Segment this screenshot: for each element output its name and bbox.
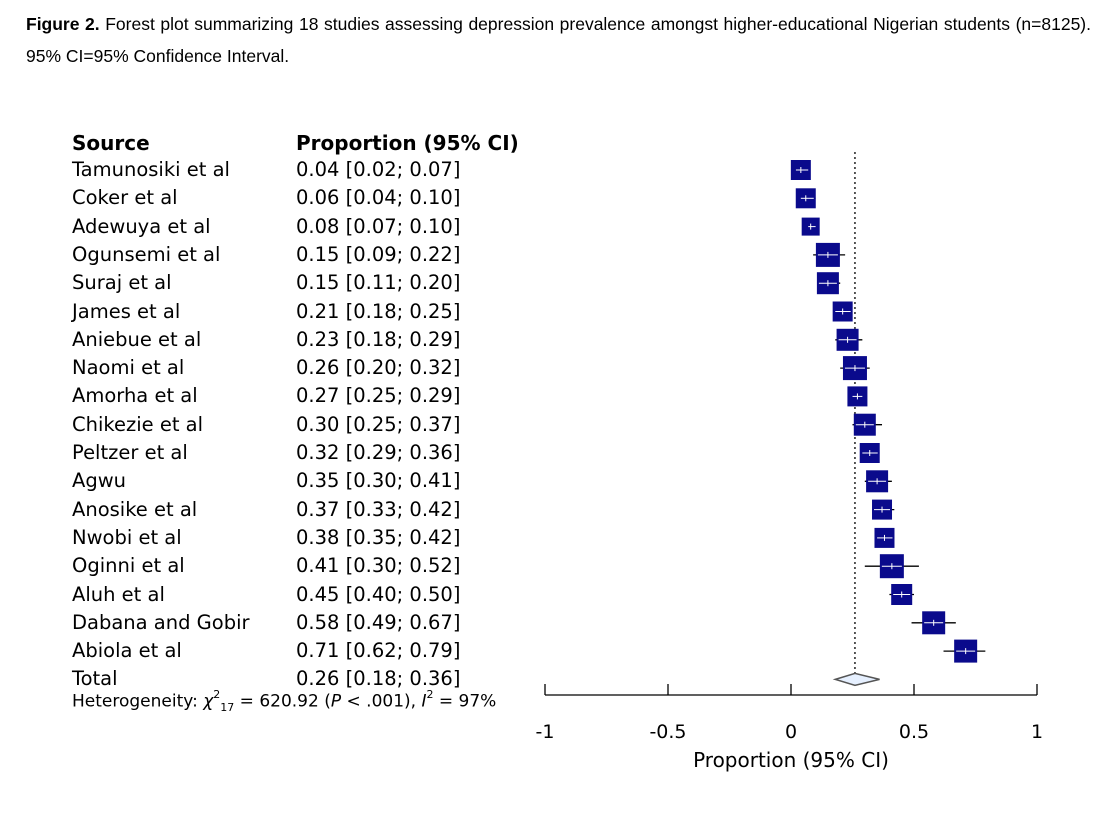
study-ci-label: 0.41 [0.30; 0.52] [296,554,461,578]
study-source-label: Aniebue et al [72,327,202,351]
study-source-label: Oginni et al [72,554,185,578]
x-axis-tick-label: -0.5 [649,721,686,743]
heterogeneity-prefix: Heterogeneity: [72,691,204,712]
study-ci-label: 0.04 [0.02; 0.07] [296,158,461,181]
study-source-label: Peltzer et al [72,441,188,464]
study-ci-label: 0.15 [0.11; 0.20] [296,271,461,295]
chi-subscript: 17 [220,701,235,715]
study-source-label: Nwobi et al [72,525,182,549]
figure-caption-text: Forest plot summarizing 18 studies asses… [26,14,1091,66]
p-value: < .001), [341,691,422,712]
heterogeneity-statistics: Heterogeneity: χ217 = 620.92 (P < .001),… [72,688,497,715]
study-source-label: Ogunsemi et al [72,242,221,266]
study-ci-label: 0.23 [0.18; 0.29] [296,327,461,351]
study-ci-label: 0.45 [0.40; 0.50] [296,582,461,606]
study-source-label: Naomi et al [72,356,185,380]
chi-symbol: χ [203,691,214,712]
x-axis-title: Proportion (95% CI) [693,748,889,772]
i-squared-value: = 97% [433,691,497,712]
study-ci-label: 0.15 [0.09; 0.22] [296,242,461,266]
study-source-label: James et al [72,299,181,323]
chi-superscript: 2 [213,688,221,701]
study-source-label: Amorha et al [72,384,198,408]
study-ci-label: 0.27 [0.25; 0.29] [296,384,461,408]
study-ci-label: 0.58 [0.49; 0.67] [296,610,461,634]
chi-value: = 620.92 ( [234,691,331,712]
p-symbol: P [330,691,342,712]
study-ci-label: 0.30 [0.25; 0.37] [296,412,461,436]
study-source-label: Tamunosiki et al [72,158,230,181]
figure-label: Figure 2. [26,14,100,34]
x-axis-tick-label: 0.5 [899,721,929,743]
study-ci-label: 0.71 [0.62; 0.79] [296,639,461,663]
column-header-proportion: Proportion (95% CI) [296,131,519,155]
column-header-source: Source [72,131,150,155]
figure-caption: Figure 2. Forest plot summarizing 18 stu… [26,8,1091,72]
study-ci-label: 0.06 [0.04; 0.10] [296,186,461,210]
study-ci-label: 0.38 [0.35; 0.42] [296,525,461,549]
study-source-label: Anosike et al [72,497,198,521]
x-axis-tick-label: 1 [1031,721,1043,743]
study-source-label: Agwu [72,469,127,493]
total-diamond [832,672,880,687]
total-ci-label: 0.26 [0.18; 0.36] [296,667,461,691]
i-symbol: I [421,691,427,712]
study-ci-label: 0.21 [0.18; 0.25] [296,299,461,323]
study-source-label: Suraj et al [72,271,172,295]
study-ci-label: 0.37 [0.33; 0.42] [296,497,461,521]
study-ci-label: 0.26 [0.20; 0.32] [296,356,461,380]
study-source-label: Dabana and Gobir [72,610,250,634]
total-source-label: Total [72,667,118,691]
study-ci-label: 0.32 [0.29; 0.36] [296,441,461,464]
x-axis-tick-label: -1 [536,721,555,743]
study-source-label: Chikezie et al [72,412,204,436]
x-axis-tick-label: 0 [785,721,797,743]
i-superscript: 2 [426,688,434,701]
study-source-label: Coker et al [72,186,178,210]
study-source-label: Abiola et al [72,639,182,663]
study-ci-label: 0.35 [0.30; 0.41] [296,469,461,493]
study-ci-label: 0.08 [0.07; 0.10] [296,214,461,238]
study-source-label: Aluh et al [72,582,165,606]
study-source-label: Adewuya et al [72,214,211,238]
